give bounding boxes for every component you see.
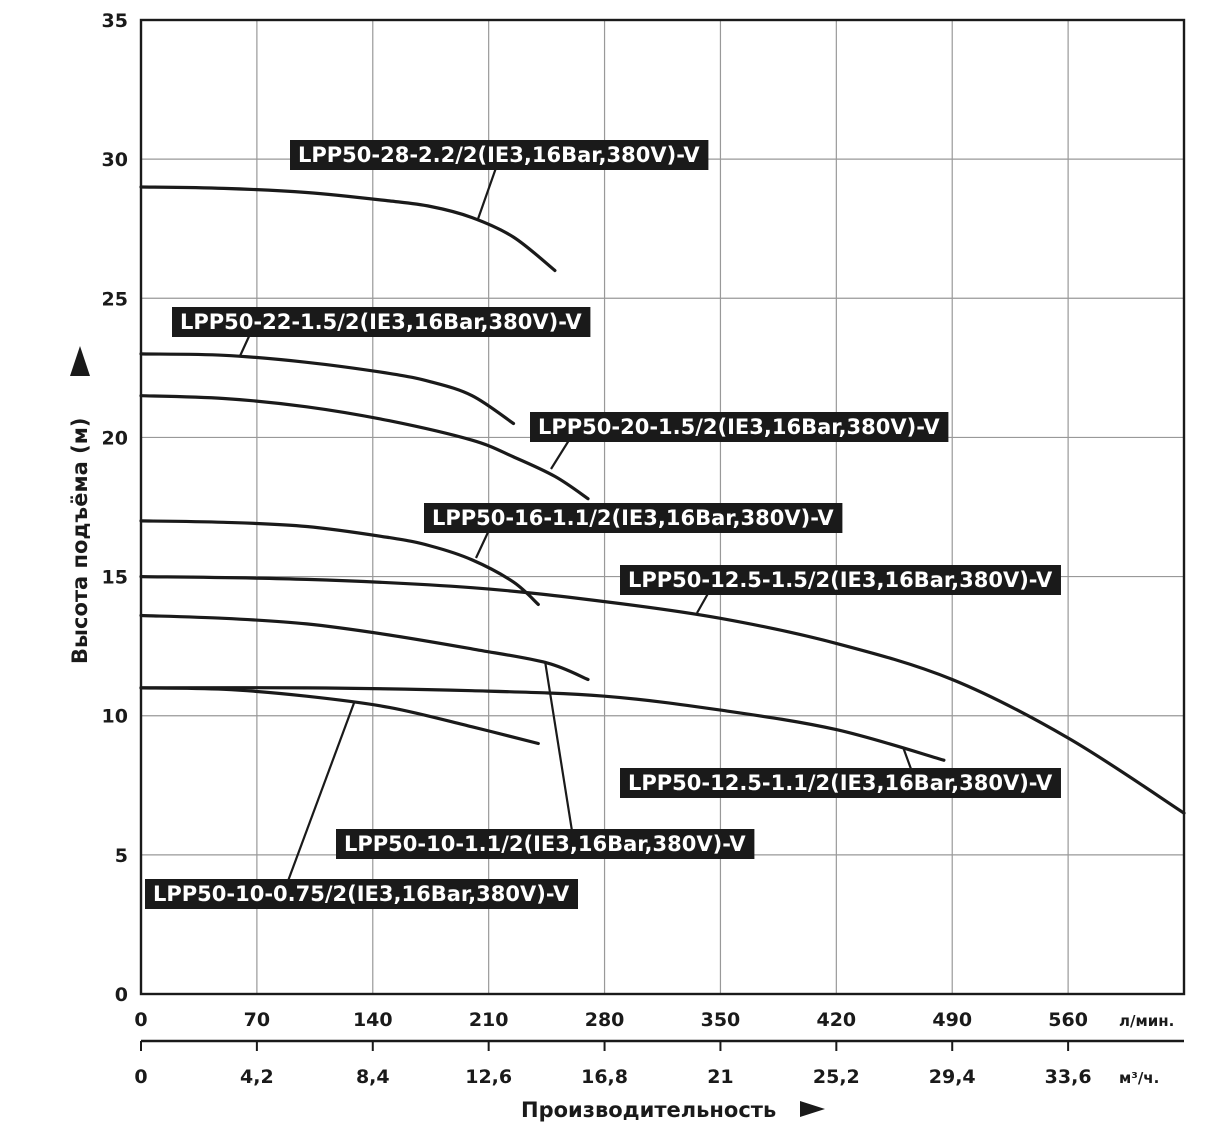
series-label-text: LPP50-16-1.1/2(IE3,16Bar,380V)-V <box>432 506 834 530</box>
x2-tick-label: 0 <box>134 1066 147 1088</box>
series-leader-line <box>550 436 572 470</box>
series-curve <box>139 613 590 682</box>
series-curve <box>139 575 1186 815</box>
x-tick-label: 140 <box>353 1009 393 1031</box>
series-label: LPP50-16-1.1/2(IE3,16Bar,380V)-V <box>424 503 843 533</box>
series-leader-line <box>543 660 574 832</box>
series-curve <box>139 686 946 762</box>
y-tick-label: 0 <box>115 984 128 1006</box>
series-label-text: LPP50-12.5-1.5/2(IE3,16Bar,380V)-V <box>628 568 1053 592</box>
y-tick-label: 10 <box>102 706 128 728</box>
series-label-background <box>172 307 591 337</box>
x-tick-label: 560 <box>1048 1009 1088 1031</box>
x2-tick-label: 29,4 <box>929 1066 976 1088</box>
series-label: LPP50-10-1.1/2(IE3,16Bar,380V)-V <box>336 829 755 859</box>
x2-tick-label: 21 <box>707 1066 733 1088</box>
series-label-background <box>620 768 1061 798</box>
series-label: LPP50-12.5-1.5/2(IE3,16Bar,380V)-V <box>620 565 1061 595</box>
series-label: LPP50-20-1.5/2(IE3,16Bar,380V)-V <box>530 412 949 442</box>
series-curve <box>139 352 516 426</box>
y-tick-label: 15 <box>102 567 128 589</box>
x-unit-label: л/мин. <box>1119 1012 1174 1030</box>
x-axis-title: Производительность <box>521 1098 776 1122</box>
series-label: LPP50-10-0.75/2(IE3,16Bar,380V)-V <box>145 879 579 909</box>
series-label-background <box>620 565 1061 595</box>
y-tick-label: 25 <box>102 288 128 310</box>
x2-unit-label: м³/ч. <box>1119 1069 1159 1087</box>
ticks: 00704,21408,421012,628016,83502142025,24… <box>102 10 1092 1088</box>
series-label-background <box>530 412 949 442</box>
x2-tick-label: 16,8 <box>581 1066 628 1088</box>
x2-tick-label: 4,2 <box>240 1066 274 1088</box>
y-axis-title: Высота подъёма (м) <box>68 418 92 664</box>
y-tick-label: 35 <box>102 10 128 32</box>
x-tick-label: 490 <box>932 1009 972 1031</box>
x2-tick-label: 25,2 <box>813 1066 860 1088</box>
x2-tick-label: 12,6 <box>465 1066 512 1088</box>
plot-frame <box>139 18 1186 996</box>
axes: л/мин. м³/ч. Производительность Высота п… <box>68 18 1186 1122</box>
y-tick-label: 5 <box>115 845 128 867</box>
curves <box>139 185 1186 815</box>
series-label: LPP50-12.5-1.1/2(IE3,16Bar,380V)-V <box>620 768 1061 798</box>
series-leader-line <box>476 164 499 220</box>
series-label-background <box>290 140 709 170</box>
x-tick-label: 0 <box>134 1009 147 1031</box>
series-label-background <box>145 879 579 909</box>
x-tick-label: 210 <box>469 1009 509 1031</box>
x-axis-arrow-icon <box>800 1101 825 1117</box>
x-tick-label: 350 <box>701 1009 741 1031</box>
series-curve <box>139 519 540 606</box>
y-tick-label: 20 <box>102 427 128 449</box>
x2-tick-label: 33,6 <box>1045 1066 1092 1088</box>
y-tick-label: 30 <box>102 149 128 171</box>
series-labels: LPP50-28-2.2/2(IE3,16Bar,380V)-V LPP50-22… <box>145 140 1061 909</box>
series-label-text: LPP50-10-0.75/2(IE3,16Bar,380V)-V <box>153 882 570 906</box>
series-label-background <box>424 503 843 533</box>
series-label-text: LPP50-10-1.1/2(IE3,16Bar,380V)-V <box>344 832 746 856</box>
series-label-text: LPP50-12.5-1.1/2(IE3,16Bar,380V)-V <box>628 771 1053 795</box>
series-label-text: LPP50-20-1.5/2(IE3,16Bar,380V)-V <box>538 415 940 439</box>
x-tick-label: 280 <box>585 1009 625 1031</box>
series-label-background <box>336 829 755 859</box>
x-tick-label: 420 <box>816 1009 856 1031</box>
y-axis-arrow-icon <box>70 346 90 376</box>
series-curve <box>139 686 540 746</box>
x-tick-label: 70 <box>244 1009 270 1031</box>
series-label-text: LPP50-28-2.2/2(IE3,16Bar,380V)-V <box>298 143 700 167</box>
series-curve <box>139 394 590 501</box>
series-label-text: LPP50-22-1.5/2(IE3,16Bar,380V)-V <box>180 310 582 334</box>
y-axis-title-group: Высота подъёма (м) <box>68 418 92 664</box>
x2-tick-label: 8,4 <box>356 1066 390 1088</box>
series-label: LPP50-22-1.5/2(IE3,16Bar,380V)-V <box>172 307 591 337</box>
series-curve <box>139 185 557 273</box>
series-leader-line <box>286 702 356 882</box>
series-label: LPP50-28-2.2/2(IE3,16Bar,380V)-V <box>290 140 709 170</box>
